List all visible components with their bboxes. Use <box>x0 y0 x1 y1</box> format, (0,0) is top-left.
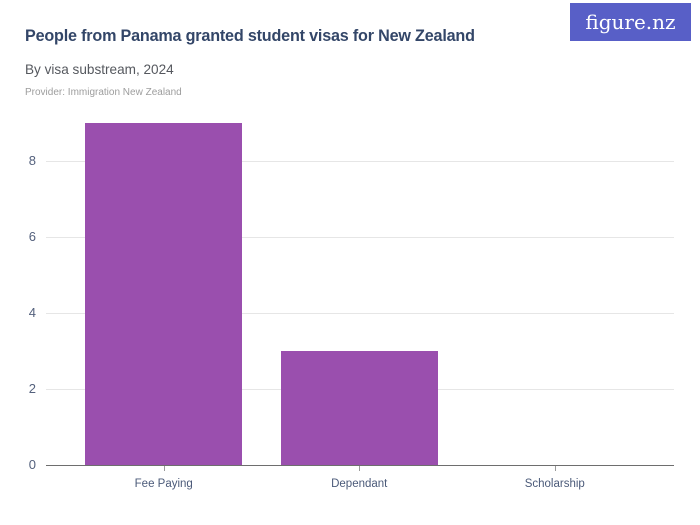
y-axis-label-2: 2 <box>28 381 36 396</box>
x-axis-label-fee-paying: Fee Paying <box>134 478 193 490</box>
bar-fee-paying[interactable] <box>85 123 243 465</box>
x-axis-label-dependant: Dependant <box>331 478 388 490</box>
x-axis-label-scholarship: Scholarship <box>524 478 585 490</box>
bar-dependant[interactable] <box>280 351 438 465</box>
gridline-y-4 <box>46 313 674 314</box>
x-axis-line <box>46 465 674 466</box>
y-axis-label-4: 4 <box>28 305 36 320</box>
chart-subtitle: By visa substream, 2024 <box>25 61 174 77</box>
y-axis-label-6: 6 <box>28 229 36 244</box>
chart-title: People from Panama granted student visas… <box>25 26 475 45</box>
gridline-y-6 <box>46 237 674 238</box>
x-tick-dependant <box>359 466 361 471</box>
x-tick-scholarship <box>554 466 556 471</box>
gridline-y-8 <box>46 161 674 162</box>
y-axis-label-8: 8 <box>28 153 36 168</box>
provider-note: Provider: Immigration New Zealand <box>25 87 182 98</box>
x-tick-fee-paying <box>163 466 165 471</box>
figure-nz-logo[interactable]: figure.nz <box>570 3 691 41</box>
y-axis-label-0: 0 <box>28 457 36 472</box>
